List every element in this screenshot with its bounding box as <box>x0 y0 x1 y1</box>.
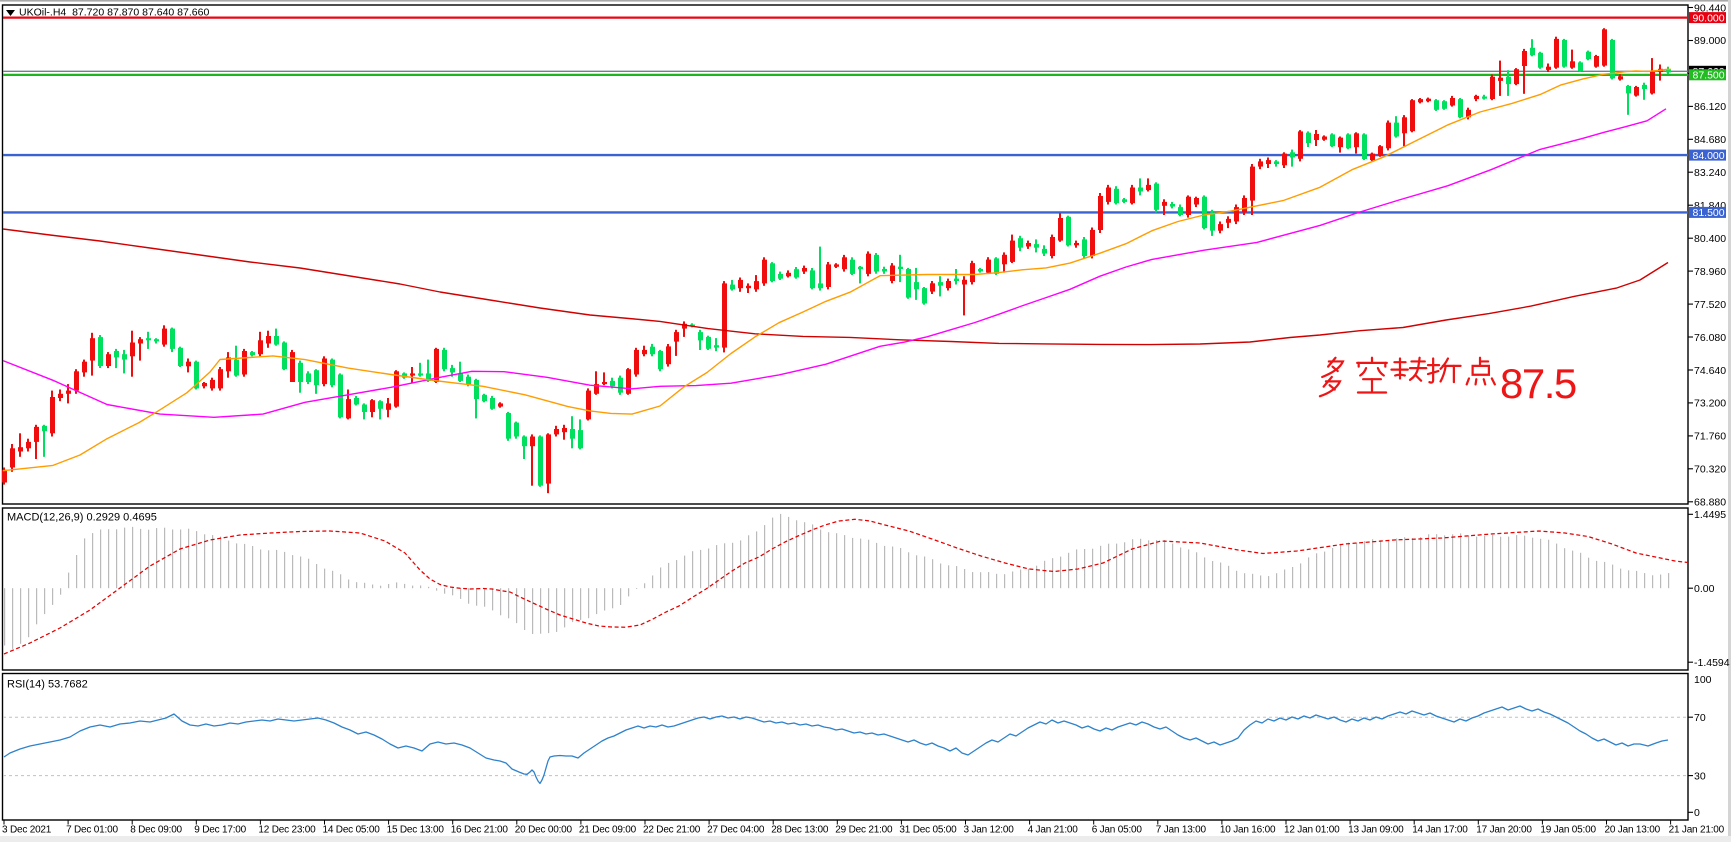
svg-text:UKOil-.H4 87.720 87.870 87.64: UKOil-.H4 87.720 87.870 87.640 87.660 <box>19 7 209 19</box>
svg-text:17 Jan 20:00: 17 Jan 20:00 <box>1476 825 1532 836</box>
svg-text:29 Dec 21:00: 29 Dec 21:00 <box>835 825 893 836</box>
svg-text:-1.4594: -1.4594 <box>1694 657 1730 669</box>
svg-text:1.4495: 1.4495 <box>1694 509 1726 521</box>
svg-text:77.520: 77.520 <box>1694 299 1726 311</box>
svg-text:83.240: 83.240 <box>1694 167 1726 179</box>
svg-text:RSI(14) 53.7682: RSI(14) 53.7682 <box>7 679 88 691</box>
svg-text:19 Jan 05:00: 19 Jan 05:00 <box>1540 825 1596 836</box>
svg-text:22 Dec 21:00: 22 Dec 21:00 <box>643 825 701 836</box>
svg-text:7 Dec 01:00: 7 Dec 01:00 <box>66 825 118 836</box>
svg-text:14 Jan 17:00: 14 Jan 17:00 <box>1412 825 1468 836</box>
svg-text:27 Dec 04:00: 27 Dec 04:00 <box>707 825 765 836</box>
svg-text:16 Dec 21:00: 16 Dec 21:00 <box>451 825 509 836</box>
svg-text:68.880: 68.880 <box>1694 497 1726 509</box>
svg-text:90.000: 90.000 <box>1693 12 1725 24</box>
svg-text:0.00: 0.00 <box>1694 583 1715 595</box>
svg-text:7 Jan 13:00: 7 Jan 13:00 <box>1156 825 1207 836</box>
svg-text:21 Dec 09:00: 21 Dec 09:00 <box>579 825 637 836</box>
svg-text:3 Dec 2021: 3 Dec 2021 <box>2 825 52 836</box>
svg-text:70.320: 70.320 <box>1694 464 1726 476</box>
svg-text:78.960: 78.960 <box>1694 266 1726 278</box>
svg-text:100: 100 <box>1694 674 1712 686</box>
svg-text:30: 30 <box>1694 770 1706 782</box>
svg-text:81.500: 81.500 <box>1693 207 1725 219</box>
svg-text:28 Dec 13:00: 28 Dec 13:00 <box>771 825 829 836</box>
svg-text:20 Dec 00:00: 20 Dec 00:00 <box>515 825 573 836</box>
svg-text:87.500: 87.500 <box>1693 70 1725 82</box>
svg-text:12 Dec 23:00: 12 Dec 23:00 <box>258 825 316 836</box>
svg-text:3 Jan 12:00: 3 Jan 12:00 <box>964 825 1015 836</box>
svg-text:84.000: 84.000 <box>1693 150 1725 162</box>
svg-text:74.640: 74.640 <box>1694 365 1726 377</box>
svg-text:70: 70 <box>1694 712 1706 724</box>
svg-text:8 Dec 09:00: 8 Dec 09:00 <box>130 825 182 836</box>
svg-text:84.680: 84.680 <box>1694 134 1726 146</box>
svg-text:21 Jan 21:00: 21 Jan 21:00 <box>1669 825 1725 836</box>
svg-text:90.440: 90.440 <box>1694 2 1726 14</box>
svg-text:73.200: 73.200 <box>1694 398 1726 410</box>
svg-text:31 Dec 05:00: 31 Dec 05:00 <box>899 825 957 836</box>
svg-text:6 Jan 05:00: 6 Jan 05:00 <box>1092 825 1143 836</box>
svg-text:13 Jan 09:00: 13 Jan 09:00 <box>1348 825 1404 836</box>
svg-text:12 Jan 01:00: 12 Jan 01:00 <box>1284 825 1340 836</box>
svg-text:0: 0 <box>1694 807 1700 819</box>
svg-text:4 Jan 21:00: 4 Jan 21:00 <box>1028 825 1079 836</box>
svg-text:86.120: 86.120 <box>1694 101 1726 113</box>
svg-text:87.5: 87.5 <box>1500 360 1576 407</box>
svg-text:14 Dec 05:00: 14 Dec 05:00 <box>323 825 381 836</box>
svg-text:71.760: 71.760 <box>1694 431 1726 443</box>
svg-text:76.080: 76.080 <box>1694 332 1726 344</box>
svg-text:MACD(12,26,9) 0.2929 0.4695: MACD(12,26,9) 0.2929 0.4695 <box>7 512 157 524</box>
svg-text:89.000: 89.000 <box>1694 35 1726 47</box>
svg-text:9 Dec 17:00: 9 Dec 17:00 <box>194 825 246 836</box>
svg-text:15 Dec 13:00: 15 Dec 13:00 <box>387 825 445 836</box>
svg-text:20 Jan 13:00: 20 Jan 13:00 <box>1605 825 1661 836</box>
svg-text:10 Jan 16:00: 10 Jan 16:00 <box>1220 825 1276 836</box>
svg-text:80.400: 80.400 <box>1694 233 1726 245</box>
